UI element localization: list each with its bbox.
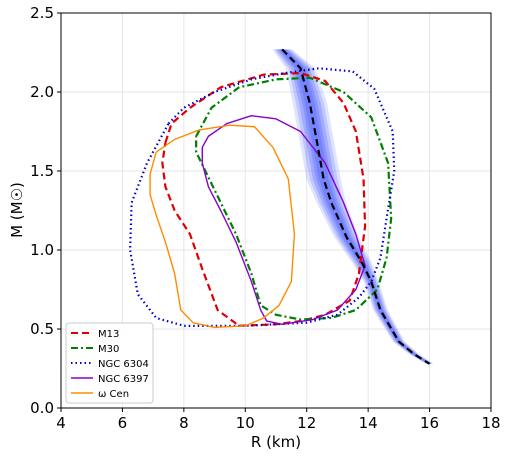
x-tick-label: 6: [118, 414, 128, 432]
posterior-band: [272, 49, 434, 364]
legend-entry-label: NGC 6304: [98, 359, 149, 370]
legend: M13 M30 NGC 6304 NGC 6397 ω Cen: [65, 322, 154, 404]
x-tick-label: 16: [420, 414, 439, 432]
axis-ticks: 4 6 8 10 12 14 16 18 0.0 0.5 1.0 1.5 2.0 2.5: [30, 4, 500, 432]
y-axis-label: M (M☉): [8, 182, 26, 238]
series-line-central-fit: [281, 48, 431, 365]
legend-entry-label: M30: [98, 344, 119, 355]
posterior-band-layer: [277, 49, 432, 364]
posterior-band-layer: [276, 49, 433, 364]
x-tick-label: 14: [359, 414, 378, 432]
plot-frame: [60, 12, 492, 409]
legend-entry-label: ω Cen: [98, 389, 129, 400]
series-line-ngc-6397: [201, 114, 366, 325]
y-tick-label: 1.0: [30, 241, 54, 259]
legend-entry-label: M13: [98, 329, 119, 340]
series-line-m30: [195, 76, 393, 321]
legend-box: [65, 322, 154, 404]
x-axis-label: R (km): [251, 433, 301, 451]
x-tick-label: 4: [56, 414, 66, 432]
x-tick-label: 10: [236, 414, 255, 432]
y-tick-label: 0.5: [30, 320, 54, 338]
x-tick-label: 12: [297, 414, 316, 432]
series-line--cen: [149, 124, 296, 329]
y-tick-label: 2.0: [30, 83, 54, 101]
x-tick-label: 8: [179, 414, 189, 432]
y-tick-label: 2.5: [30, 4, 54, 22]
y-tick-label: 0.0: [30, 399, 54, 417]
posterior-band-layer: [272, 49, 434, 364]
posterior-band-layer: [279, 49, 431, 364]
x-tick-label: 18: [481, 414, 500, 432]
legend-entry-label: NGC 6397: [98, 374, 149, 385]
series-lines: [129, 48, 431, 365]
y-tick-label: 1.5: [30, 162, 54, 180]
posterior-band-layer: [274, 49, 433, 364]
